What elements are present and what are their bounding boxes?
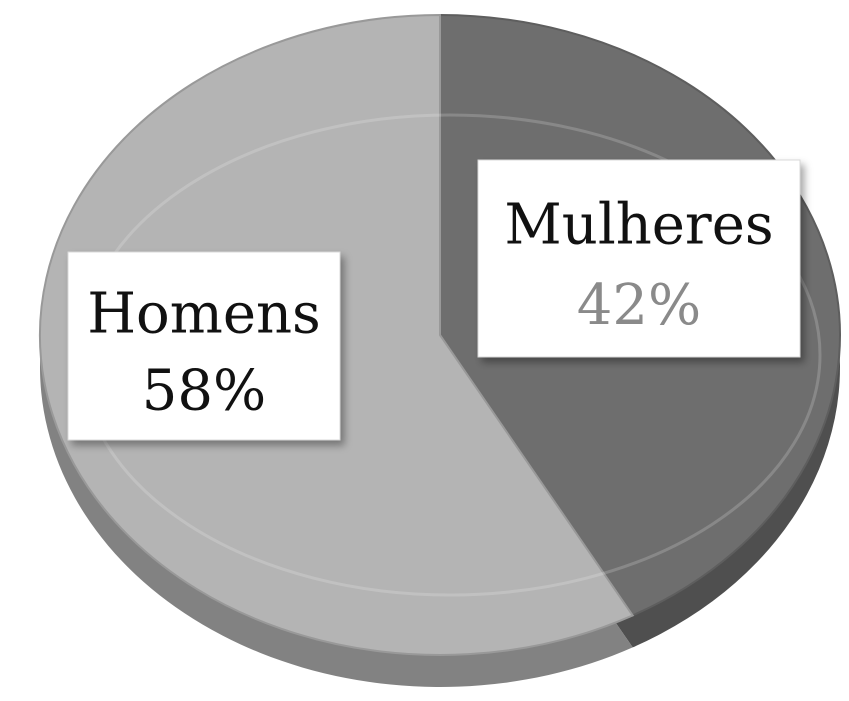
slice-value-label: 42% <box>577 273 701 338</box>
slice-label: Homens <box>87 281 321 346</box>
label-box <box>67 251 341 441</box>
slice-label: Mulheres <box>504 192 773 257</box>
label-box <box>477 159 801 358</box>
slice-value-label: 58% <box>142 358 266 423</box>
slice-labels: Mulheres 42% Homens 58% <box>67 159 801 441</box>
